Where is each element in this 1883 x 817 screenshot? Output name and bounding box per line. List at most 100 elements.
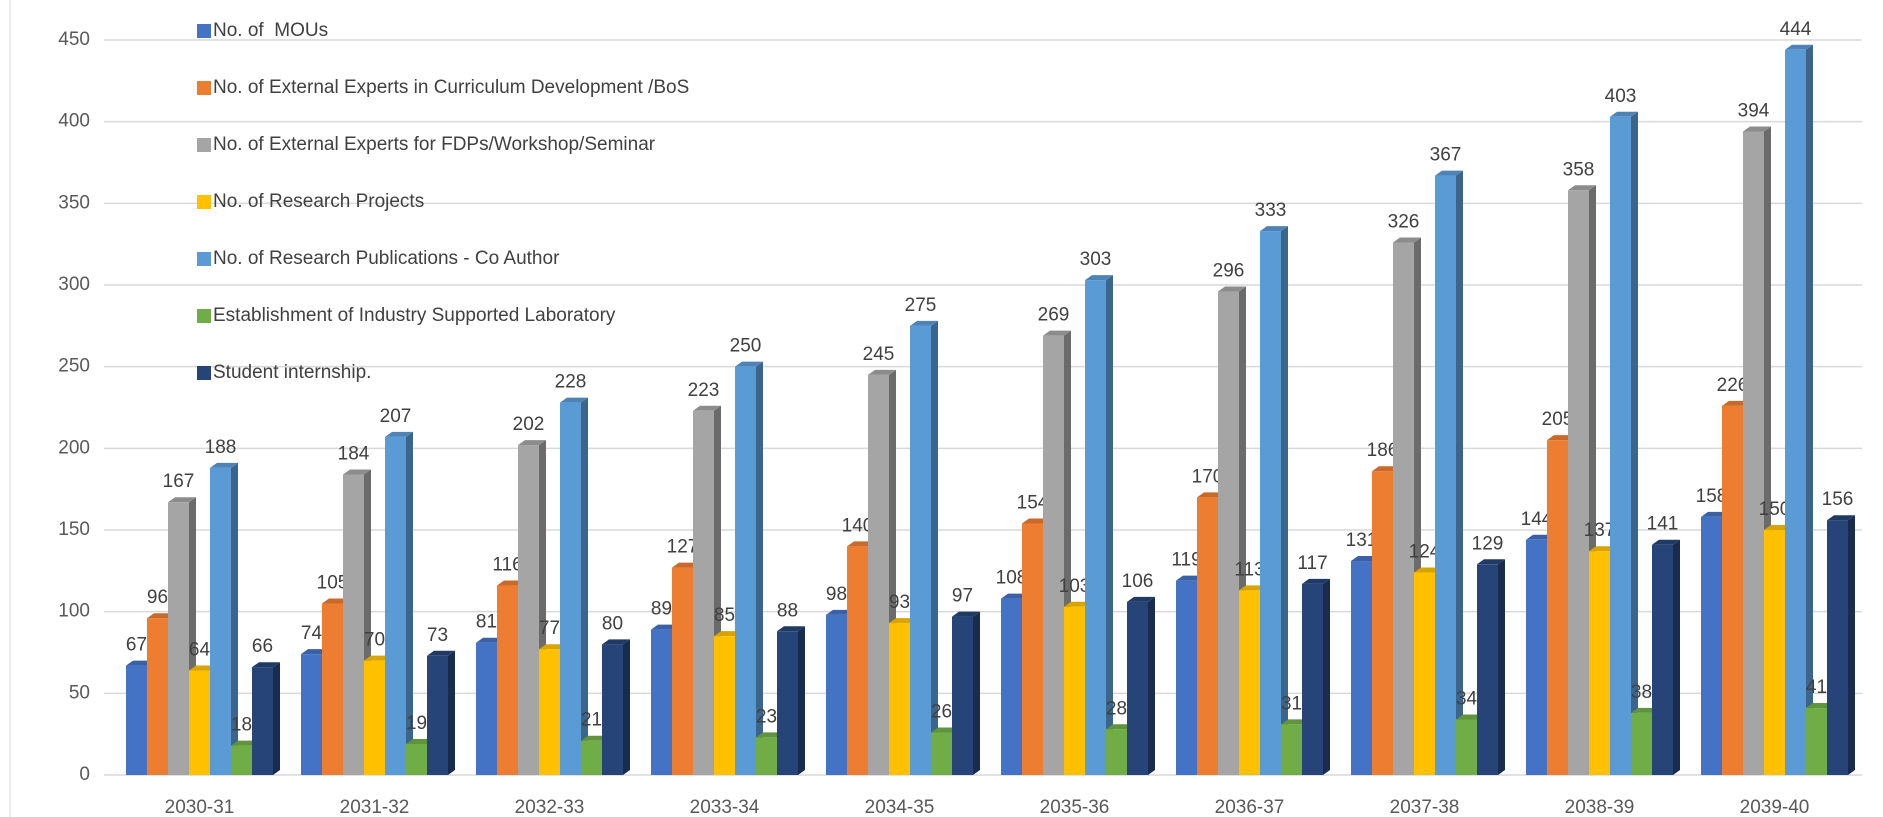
x-tick-label: 2035-36 <box>1040 797 1110 817</box>
x-tick-label: 2032-33 <box>515 797 585 817</box>
bar <box>693 410 714 775</box>
bar <box>168 502 189 775</box>
bar-side <box>973 611 980 775</box>
bar <box>581 740 602 775</box>
y-tick-label: 200 <box>58 437 90 458</box>
value-label: 129 <box>1472 533 1504 554</box>
legend-swatch <box>197 24 211 38</box>
legend: No. of MOUs No. of External Experts in Cu… <box>197 20 689 383</box>
bar <box>735 366 756 775</box>
legend-label: No. of Research Publications - Co Author <box>213 248 560 269</box>
bar <box>1176 580 1197 775</box>
value-label: 226 <box>1717 375 1749 396</box>
bar <box>1239 590 1260 775</box>
value-label: 141 <box>1647 514 1679 535</box>
bar-side <box>231 462 238 775</box>
value-label: 250 <box>730 336 762 357</box>
value-label: 154 <box>1017 492 1049 513</box>
bar-top <box>1393 237 1421 243</box>
value-label: 228 <box>555 372 587 393</box>
y-tick-label: 50 <box>69 682 90 703</box>
bar <box>1393 242 1414 776</box>
bar-top <box>343 469 371 475</box>
value-label: 19 <box>406 713 427 734</box>
bar-side <box>1106 275 1113 775</box>
bar <box>1526 539 1547 775</box>
value-label: 117 <box>1297 553 1327 574</box>
value-label: 106 <box>1122 571 1154 592</box>
value-label: 170 <box>1192 466 1224 487</box>
bar <box>322 603 343 775</box>
bar <box>847 546 868 775</box>
bar-side <box>1673 539 1680 775</box>
value-label: 144 <box>1521 509 1553 530</box>
value-label: 367 <box>1430 145 1462 166</box>
value-label: 150 <box>1759 499 1791 520</box>
bar <box>1351 561 1372 775</box>
bar <box>777 631 798 775</box>
bar <box>714 636 735 775</box>
bar <box>189 670 210 775</box>
bar <box>497 585 518 775</box>
bar <box>1435 175 1456 776</box>
value-label: 186 <box>1367 440 1399 461</box>
legend-label: Establishment of Industry Supported Labo… <box>213 305 616 326</box>
value-label: 85 <box>714 605 735 626</box>
bar <box>826 614 847 775</box>
x-tick-label: 2038-39 <box>1565 797 1635 817</box>
bar-side <box>273 662 280 775</box>
bar-top <box>1568 185 1596 191</box>
value-label: 64 <box>189 639 211 660</box>
y-tick-label: 150 <box>58 519 90 540</box>
bar-top <box>602 639 630 645</box>
value-label: 105 <box>317 573 349 594</box>
value-label: 23 <box>756 706 777 727</box>
legend-label: No. of Research Projects <box>213 191 424 212</box>
value-label: 167 <box>163 471 195 492</box>
y-tick-label: 400 <box>58 111 90 132</box>
bar-top <box>693 405 721 411</box>
bar-top <box>735 361 763 367</box>
bar-side <box>406 431 413 775</box>
bar <box>1197 497 1218 775</box>
value-label: 66 <box>252 636 273 657</box>
bar-side <box>581 397 588 775</box>
value-label: 245 <box>863 344 895 365</box>
legend-label: No. of External Experts for FDPs/Worksho… <box>213 134 656 155</box>
value-label: 131 <box>1346 530 1378 551</box>
bar <box>1827 520 1848 775</box>
value-label: 269 <box>1038 305 1070 326</box>
bar <box>1106 729 1127 775</box>
bar <box>1043 335 1064 775</box>
value-label: 124 <box>1409 541 1441 562</box>
bar-side <box>1456 170 1463 776</box>
bar <box>1701 516 1722 775</box>
value-label: 444 <box>1780 19 1812 40</box>
bar-side <box>1848 515 1855 775</box>
bar <box>427 655 448 775</box>
value-label: 394 <box>1738 100 1770 121</box>
value-label: 103 <box>1059 576 1091 597</box>
bar-top <box>1302 578 1330 584</box>
legend-swatch <box>197 81 211 95</box>
bar-side <box>1323 578 1330 775</box>
bar <box>1001 598 1022 775</box>
bar <box>1064 606 1085 775</box>
value-label: 116 <box>492 555 522 576</box>
bar-side <box>1148 596 1155 775</box>
bar-top <box>1435 170 1463 176</box>
bar <box>385 436 406 775</box>
bar-top <box>1827 515 1855 521</box>
bar <box>1806 708 1827 775</box>
y-tick-label: 0 <box>79 764 90 785</box>
bar <box>602 644 623 775</box>
bar <box>231 745 252 775</box>
bar-side <box>756 361 763 775</box>
value-label: 137 <box>1584 520 1616 541</box>
value-label: 81 <box>476 612 497 633</box>
value-label: 127 <box>667 537 699 558</box>
bar <box>1456 719 1477 775</box>
bar <box>1281 724 1302 775</box>
value-label: 38 <box>1631 682 1652 703</box>
